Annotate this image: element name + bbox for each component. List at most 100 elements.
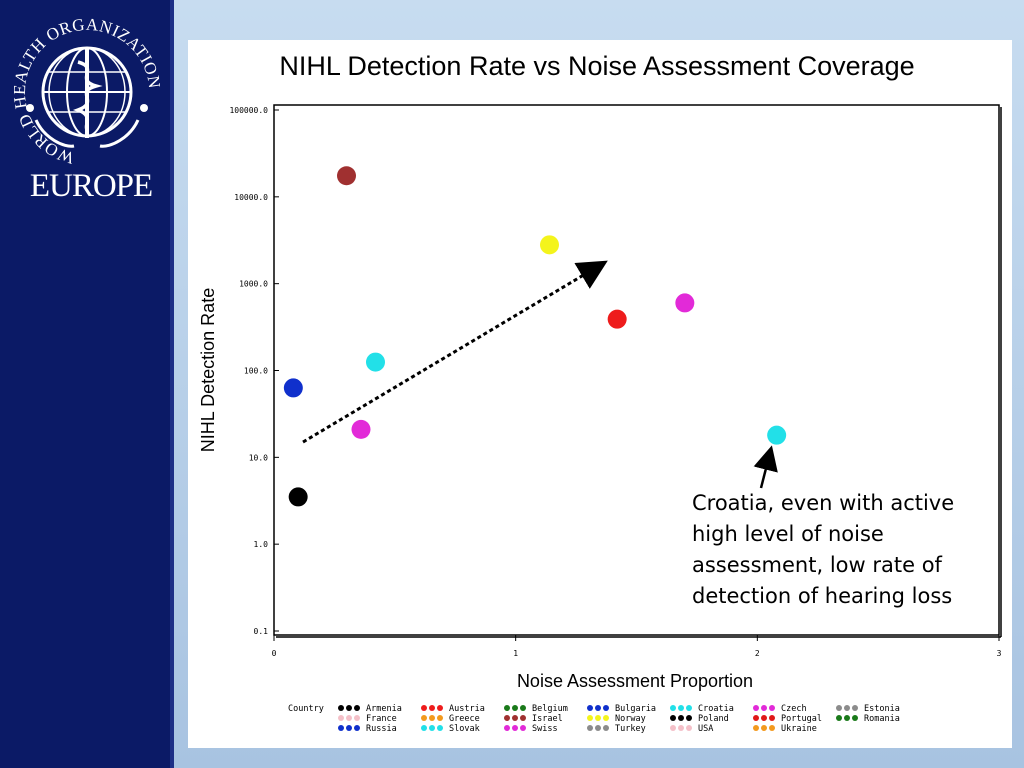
legend-label: Romania — [864, 714, 900, 724]
annotation-text: Croatia, even with active high level of n… — [692, 491, 954, 608]
legend-marker — [346, 705, 352, 711]
legend-marker — [354, 725, 360, 731]
annotation-line: high level of noise — [692, 522, 884, 546]
legend-label: USA — [698, 724, 713, 734]
legend-marker — [769, 725, 775, 731]
plot-frame — [273, 104, 1000, 636]
legend-label: Bulgaria — [615, 704, 656, 714]
y-axis-label: NIHL Detection Rate — [198, 288, 218, 452]
legend-label: Belgium — [532, 704, 568, 714]
legend-marker — [595, 705, 601, 711]
data-point — [288, 487, 308, 507]
legend-marker — [753, 725, 759, 731]
legend-marker — [686, 705, 692, 711]
legend-marker — [346, 715, 352, 721]
legend-marker — [603, 715, 609, 721]
legend-marker — [512, 705, 518, 711]
legend-item: Czech — [753, 704, 807, 714]
data-points — [283, 166, 787, 507]
legend-marker — [678, 725, 684, 731]
legend-marker — [670, 725, 676, 731]
legend-marker — [520, 725, 526, 731]
annotation-line: assessment, low rate of — [692, 553, 943, 577]
y-tick-label: 100.0 — [244, 367, 268, 376]
legend-marker — [587, 725, 593, 731]
legend-marker — [753, 715, 759, 721]
x-tick-label: 3 — [997, 649, 1002, 658]
legend-item: Slovak — [421, 724, 480, 734]
legend-marker — [512, 715, 518, 721]
data-point — [540, 235, 559, 255]
legend-marker — [769, 705, 775, 711]
legend-marker — [354, 705, 360, 711]
legend-label: Portugal — [781, 714, 822, 724]
sidebar-panel: WORLD HEALTH ORGANIZATION EUROPE — [0, 0, 170, 768]
legend-marker — [761, 715, 767, 721]
legend-marker — [852, 715, 858, 721]
legend-label: Armenia — [366, 704, 402, 714]
annotation-arrow — [753, 445, 778, 489]
x-tick-label: 1 — [513, 649, 518, 658]
legend-item: Austria — [421, 704, 485, 714]
legend-marker — [686, 715, 692, 721]
y-tick-label: 10000.0 — [234, 193, 268, 202]
legend-marker — [603, 725, 609, 731]
legend-marker — [512, 725, 518, 731]
legend-item: Greece — [421, 714, 480, 724]
legend: Country Armenia Austria Belgium Bulgaria Croa… — [288, 704, 900, 734]
legend-marker — [421, 725, 427, 731]
y-axis-ticks: 0.1 1.0 10.0 100.0 1000.0 10000.0 100000.0 — [229, 106, 279, 636]
legend-label: Czech — [781, 704, 807, 714]
legend-marker — [670, 705, 676, 711]
legend-label: Russia — [366, 724, 397, 734]
sidebar-divider — [170, 0, 174, 768]
legend-marker — [504, 705, 510, 711]
legend-marker — [520, 705, 526, 711]
legend-label: Israel — [532, 714, 563, 724]
legend-item: Ukraine — [753, 724, 817, 734]
legend-marker — [338, 715, 344, 721]
legend-item: Russia — [338, 724, 397, 734]
legend-label: Swiss — [532, 724, 558, 734]
legend-marker — [354, 715, 360, 721]
legend-item: Israel — [504, 714, 563, 724]
legend-label: Estonia — [864, 704, 900, 714]
legend-marker — [437, 715, 443, 721]
logo-subtitle: EUROPE — [29, 168, 153, 204]
legend-marker — [836, 715, 842, 721]
legend-item: Bulgaria — [587, 704, 656, 714]
legend-item: Poland — [670, 714, 729, 724]
legend-marker — [678, 715, 684, 721]
legend-marker — [421, 705, 427, 711]
legend-marker — [504, 715, 510, 721]
legend-marker — [437, 725, 443, 731]
y-tick-label: 100000.0 — [229, 106, 268, 115]
data-point — [767, 425, 787, 445]
data-point — [351, 419, 371, 439]
legend-item: Estonia — [836, 704, 900, 714]
legend-marker — [587, 705, 593, 711]
legend-label: France — [366, 714, 397, 724]
annotation-line: Croatia, even with active — [692, 491, 954, 515]
data-point — [283, 378, 303, 398]
data-point — [366, 352, 385, 372]
legend-marker — [844, 715, 850, 721]
legend-marker — [844, 705, 850, 711]
legend-marker — [346, 725, 352, 731]
legend-label: Austria — [449, 704, 485, 714]
annotation-line: detection of hearing loss — [692, 584, 952, 608]
y-tick-label: 0.1 — [254, 627, 269, 636]
legend-item: USA — [670, 724, 713, 734]
x-axis-label: Noise Assessment Proportion — [517, 671, 753, 691]
legend-label: Turkey — [615, 724, 646, 734]
legend-item: Turkey — [587, 724, 646, 734]
legend-marker — [587, 715, 593, 721]
x-axis-ticks: 0 1 2 3 — [272, 635, 1002, 658]
legend-marker — [338, 705, 344, 711]
who-emblem-icon: WORLD HEALTH ORGANIZATION — [14, 15, 160, 164]
data-point — [675, 293, 695, 313]
legend-marker — [504, 725, 510, 731]
legend-marker — [852, 705, 858, 711]
legend-marker — [603, 705, 609, 711]
data-point — [337, 166, 356, 186]
